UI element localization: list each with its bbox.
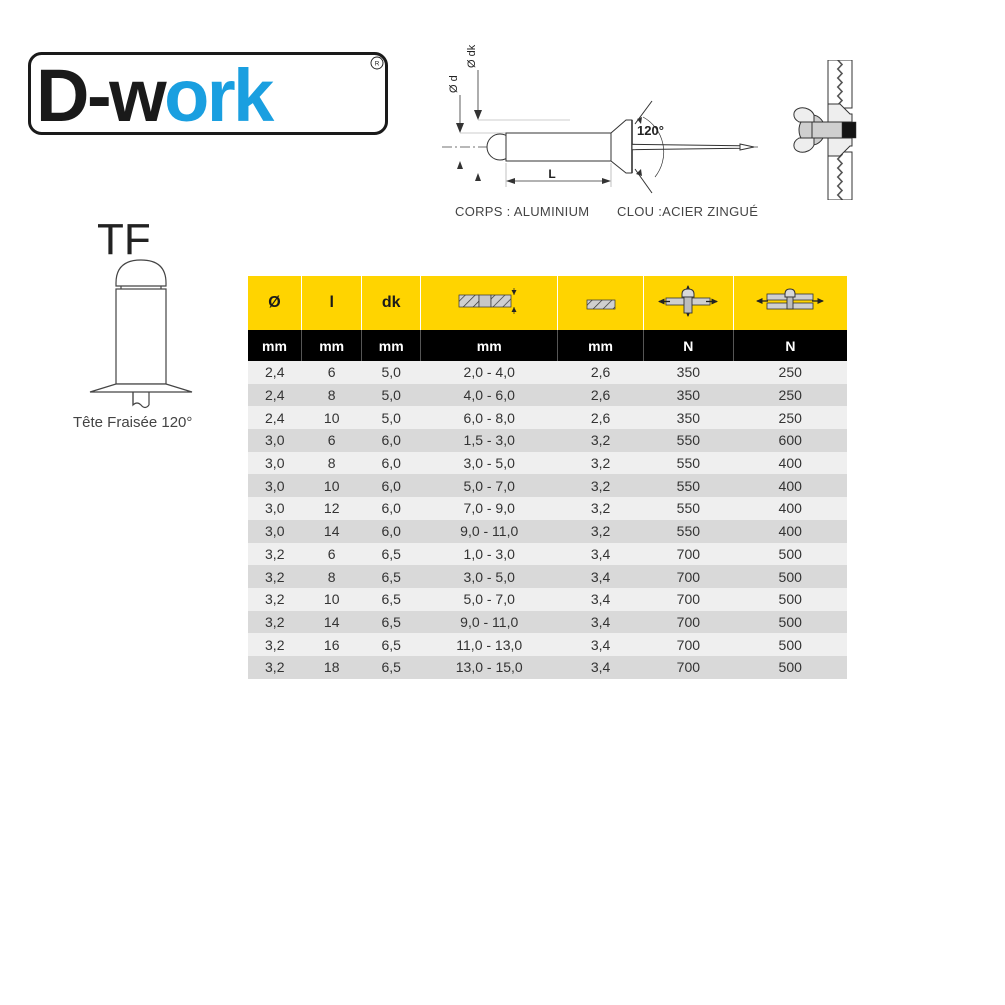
svg-text:R: R [375,60,380,67]
svg-text:D-work: D-work [36,54,275,135]
svg-text:Ø d: Ø d [448,75,460,93]
svg-text:TF: TF [97,215,151,264]
svg-text:Ø dk: Ø dk [466,44,478,68]
svg-text:L: L [548,167,555,181]
svg-text:120°: 120° [637,123,664,138]
